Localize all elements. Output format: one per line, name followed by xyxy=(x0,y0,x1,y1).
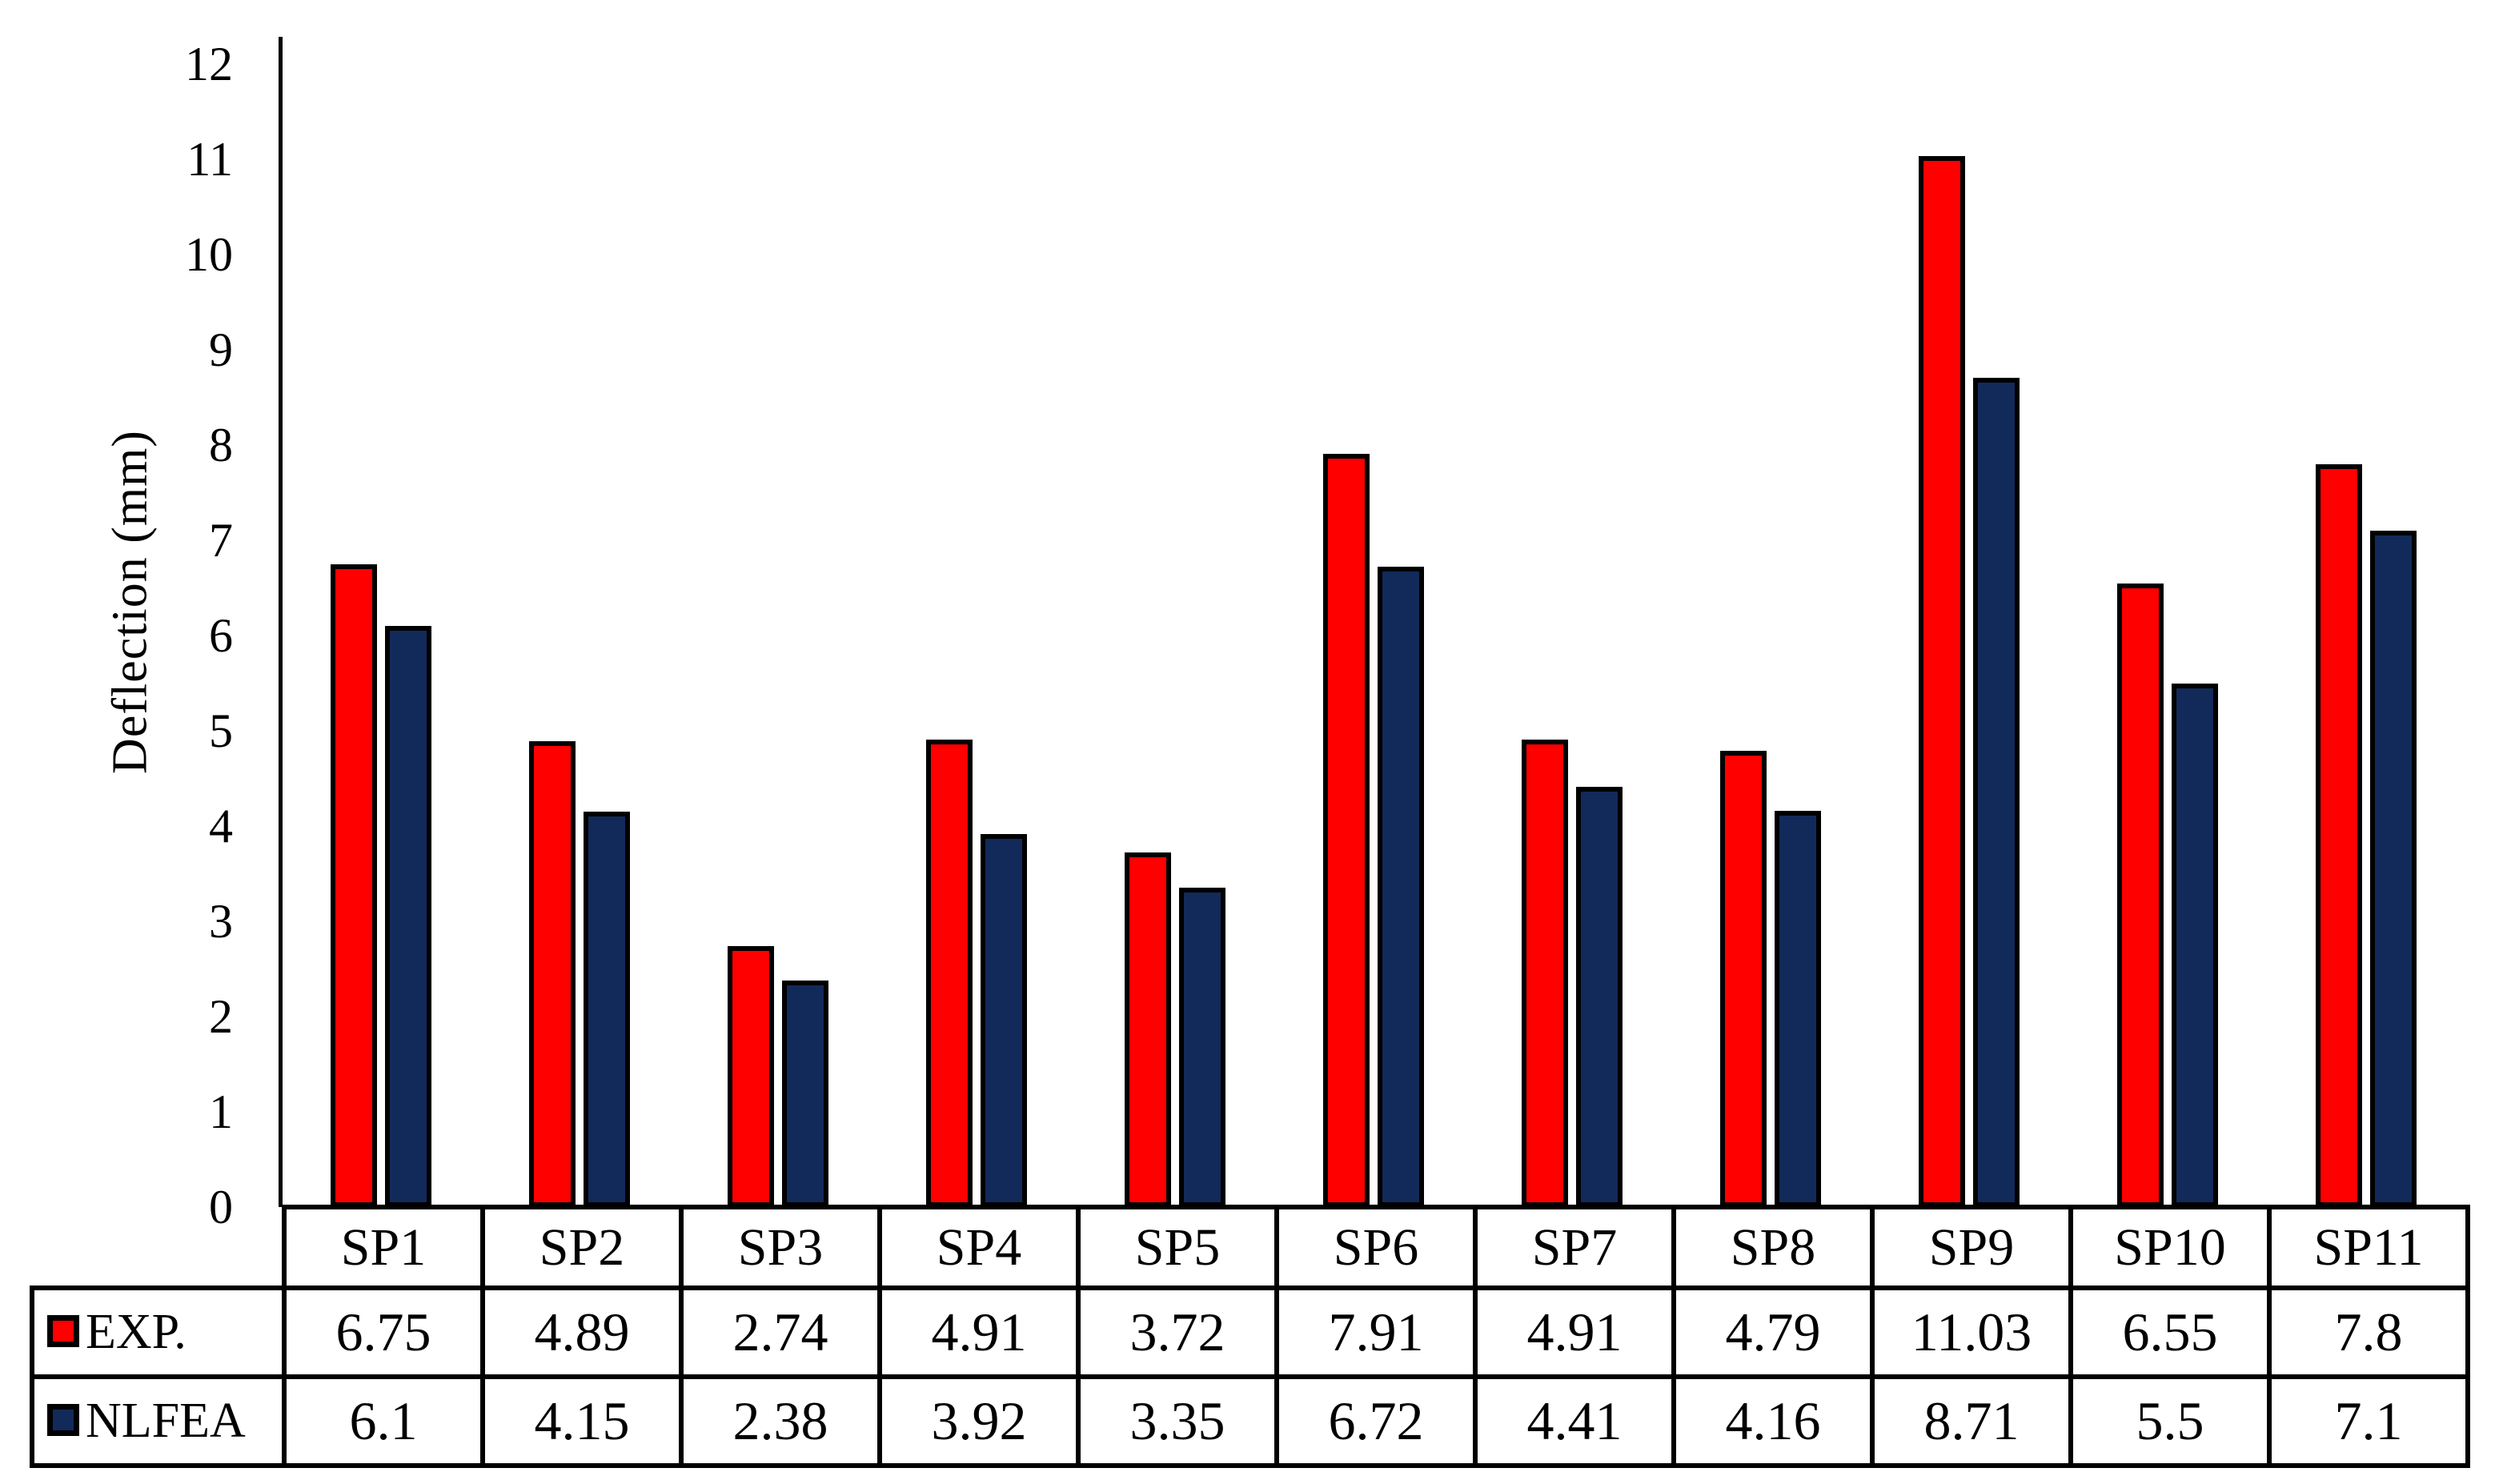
column-header-sp9: SP9 xyxy=(1870,1205,2073,1290)
y-tick-label-5: 5 xyxy=(209,704,233,757)
value-cell-exp-sp11: 7.8 xyxy=(2267,1285,2470,1379)
y-tick-label-9: 9 xyxy=(209,323,233,376)
bar-nlfea-sp5 xyxy=(1179,888,1225,1207)
y-tick-label-1: 1 xyxy=(209,1085,233,1138)
y-tick-label-2: 2 xyxy=(209,990,233,1043)
y-tick-label-10: 10 xyxy=(185,228,233,281)
legend-swatch-nlfea xyxy=(47,1404,79,1436)
bar-exp-sp11 xyxy=(2316,463,2362,1207)
value-cell-exp-sp1: 6.75 xyxy=(282,1285,485,1379)
value-cell-exp-sp2: 4.89 xyxy=(480,1285,684,1379)
column-header-sp3: SP3 xyxy=(679,1205,882,1290)
y-tick-label-6: 6 xyxy=(209,609,233,662)
value-cell-exp-sp10: 6.55 xyxy=(2068,1285,2272,1379)
value-cell-exp-sp6: 7.91 xyxy=(1274,1285,1478,1379)
value-cell-nlfea-sp2: 4.15 xyxy=(480,1374,684,1468)
bar-exp-sp2 xyxy=(529,741,576,1207)
bar-nlfea-sp3 xyxy=(782,980,828,1207)
bar-exp-sp8 xyxy=(1720,750,1767,1207)
column-header-sp6: SP6 xyxy=(1274,1205,1478,1290)
bar-exp-sp6 xyxy=(1323,453,1370,1207)
value-cell-nlfea-sp1: 6.1 xyxy=(282,1374,485,1468)
table-row-nlfea: NLFEA 6.1 4.15 2.38 3.92 3.35 6.72 4.41 4.16 8.71… xyxy=(30,1374,2470,1468)
bar-nlfea-sp4 xyxy=(981,833,1027,1207)
column-header-sp2: SP2 xyxy=(480,1205,684,1290)
bar-nlfea-sp9 xyxy=(1973,377,2020,1207)
value-cell-nlfea-sp10: 5.5 xyxy=(2068,1374,2272,1468)
bar-nlfea-sp8 xyxy=(1775,810,1821,1207)
bar-exp-sp1 xyxy=(331,564,377,1207)
y-tick-label-7: 7 xyxy=(209,514,233,567)
bar-nlfea-sp2 xyxy=(584,812,630,1207)
value-cell-nlfea-sp11: 7.1 xyxy=(2267,1374,2470,1468)
y-tick-label-4: 4 xyxy=(209,800,233,852)
value-cell-nlfea-sp5: 3.35 xyxy=(1076,1374,1279,1468)
y-tick-label-3: 3 xyxy=(209,895,233,948)
column-header-sp7: SP7 xyxy=(1473,1205,1676,1290)
value-cell-nlfea-sp7: 4.41 xyxy=(1473,1374,1676,1468)
value-cell-exp-sp9: 11.03 xyxy=(1870,1285,2073,1379)
legend-label-exp: EXP. xyxy=(86,1305,187,1359)
legend-cell-exp: EXP. xyxy=(30,1285,287,1379)
y-axis-line xyxy=(279,37,283,1207)
column-header-sp1: SP1 xyxy=(282,1205,485,1290)
table-row-exp: EXP. 6.75 4.89 2.74 4.91 3.72 7.91 4.91 4.79 11.0… xyxy=(30,1285,2470,1379)
value-cell-nlfea-sp3: 2.38 xyxy=(679,1374,882,1468)
value-cell-exp-sp7: 4.91 xyxy=(1473,1285,1676,1379)
bar-exp-sp10 xyxy=(2117,583,2164,1207)
value-cell-nlfea-sp8: 4.16 xyxy=(1671,1374,1875,1468)
bar-nlfea-sp11 xyxy=(2370,531,2417,1207)
bar-nlfea-sp10 xyxy=(2172,683,2218,1207)
column-header-sp11: SP11 xyxy=(2267,1205,2470,1290)
legend-cell-nlfea: NLFEA xyxy=(30,1374,287,1468)
value-cell-nlfea-sp6: 6.72 xyxy=(1274,1374,1478,1468)
y-tick-label-11: 11 xyxy=(187,133,233,186)
bar-exp-sp4 xyxy=(926,739,973,1207)
bar-nlfea-sp7 xyxy=(1576,787,1623,1207)
bar-nlfea-sp6 xyxy=(1378,567,1424,1207)
value-cell-exp-sp3: 2.74 xyxy=(679,1285,882,1379)
bar-nlfea-sp1 xyxy=(385,626,431,1207)
column-header-sp10: SP10 xyxy=(2068,1205,2272,1290)
value-cell-exp-sp4: 4.91 xyxy=(877,1285,1081,1379)
bar-exp-sp5 xyxy=(1125,852,1171,1207)
value-cell-nlfea-sp9: 8.71 xyxy=(1870,1374,2073,1468)
value-cell-exp-sp5: 3.72 xyxy=(1076,1285,1279,1379)
y-tick-label-8: 8 xyxy=(209,419,233,471)
legend-swatch-exp xyxy=(47,1315,79,1347)
y-tick-label-12: 12 xyxy=(185,38,233,90)
value-cell-nlfea-sp4: 3.92 xyxy=(877,1374,1081,1468)
column-header-sp5: SP5 xyxy=(1076,1205,1279,1290)
y-tick-label-0: 0 xyxy=(209,1181,233,1233)
bar-exp-sp9 xyxy=(1919,156,1965,1207)
bar-exp-sp3 xyxy=(728,945,774,1207)
column-header-sp4: SP4 xyxy=(877,1205,1081,1290)
table-corner-blank xyxy=(32,1207,284,1288)
value-cell-exp-sp8: 4.79 xyxy=(1671,1285,1875,1379)
table-header-row: SP1 SP2 SP3 SP4 SP5 SP6 SP7 SP8 SP9 SP10 SP11 xyxy=(32,1205,2470,1290)
bar-exp-sp7 xyxy=(1522,739,1568,1207)
column-header-sp8: SP8 xyxy=(1671,1205,1875,1290)
legend-label-nlfea: NLFEA xyxy=(86,1394,246,1448)
data-table: SP1 SP2 SP3 SP4 SP5 SP6 SP7 SP8 SP9 SP10 SP11 EXP. 6… xyxy=(30,1205,2470,1468)
